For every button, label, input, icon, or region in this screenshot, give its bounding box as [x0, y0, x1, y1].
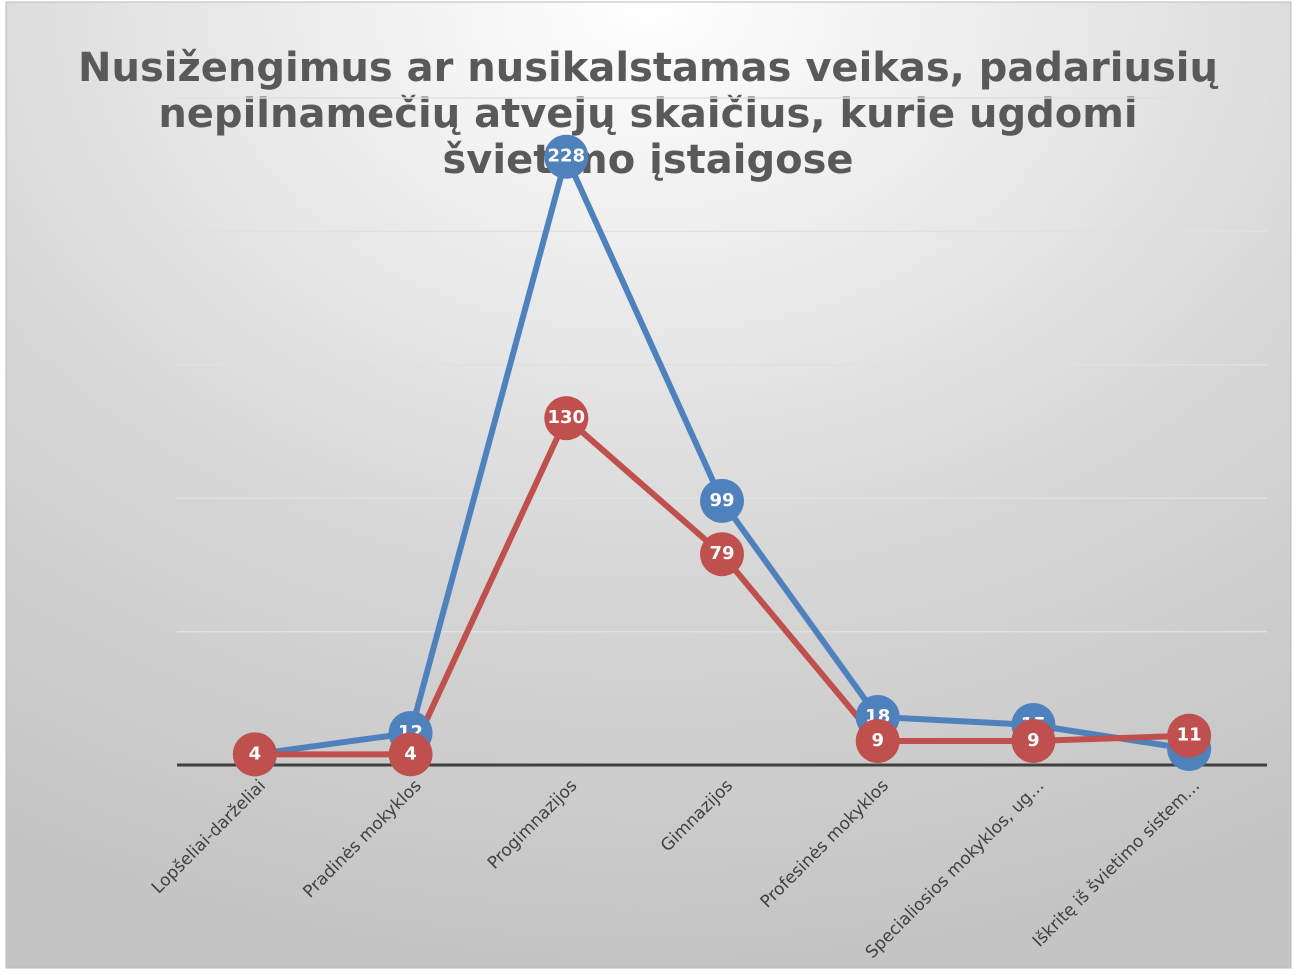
data-point — [232, 732, 277, 777]
data-point — [700, 532, 744, 577]
data-label: 11 — [1177, 725, 1202, 746]
data-label: 4 — [404, 743, 417, 764]
data-point — [700, 478, 744, 523]
data-point — [544, 134, 589, 179]
chart-title: švietimo įstaigose — [442, 137, 853, 183]
data-point — [855, 718, 900, 763]
chart-background — [5, 1, 1292, 969]
data-label: 228 — [547, 146, 585, 167]
data-label: 99 — [709, 490, 734, 511]
data-label: 79 — [709, 543, 734, 564]
data-label: 9 — [1027, 730, 1040, 751]
data-point — [544, 396, 589, 441]
data-label: 130 — [547, 407, 585, 428]
chart-title: Nusižengimus ar nusikalstamas veikas, pa… — [78, 45, 1218, 91]
data-label: 9 — [871, 730, 884, 751]
data-label: 4 — [249, 743, 262, 764]
data-point — [388, 732, 433, 777]
data-point — [1167, 713, 1212, 758]
data-point — [1011, 718, 1056, 763]
